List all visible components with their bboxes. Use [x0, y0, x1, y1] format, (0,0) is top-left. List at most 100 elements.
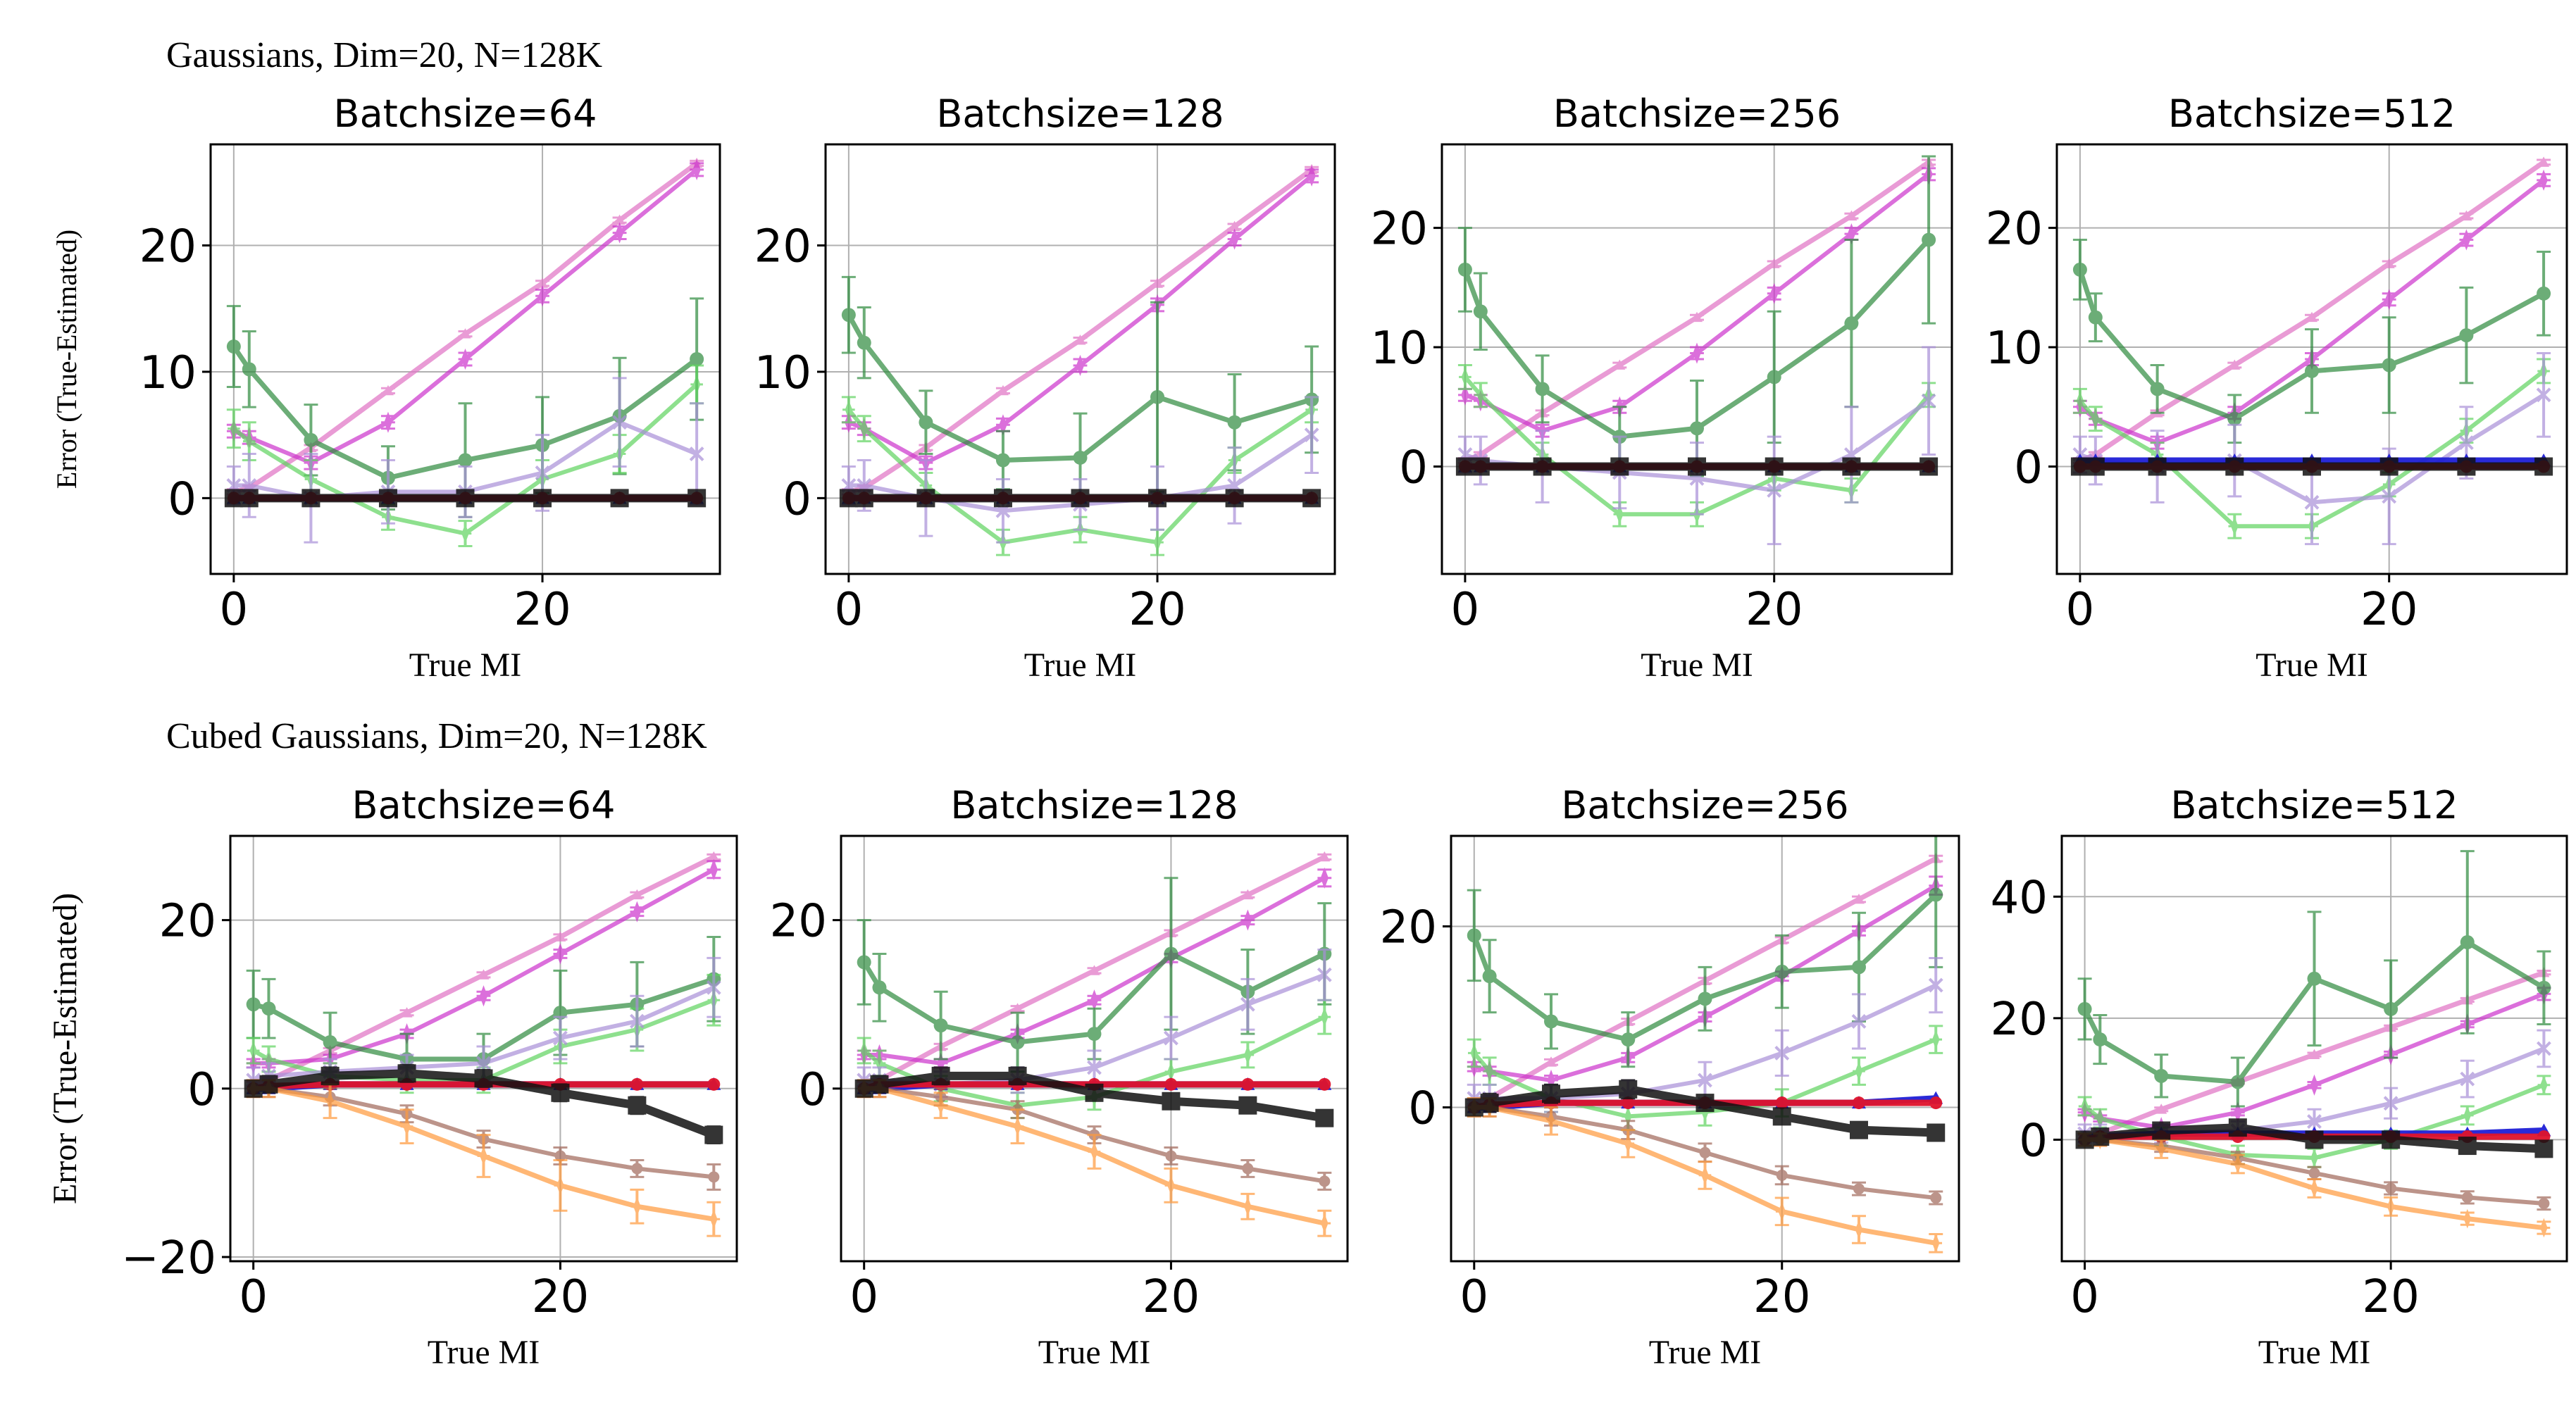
axes-frame	[1441, 143, 1953, 575]
data-point	[259, 1075, 278, 1094]
data-point	[1228, 220, 1240, 232]
data-point	[1165, 1150, 1177, 1162]
series-line	[2078, 369, 2545, 529]
data-point	[228, 418, 240, 439]
data-point	[1012, 1003, 1023, 1013]
data-point	[2093, 1032, 2108, 1047]
data-point	[242, 362, 256, 377]
data-point	[2228, 1118, 2247, 1137]
series-line	[233, 161, 699, 494]
data-point	[1695, 1094, 1715, 1113]
data-point	[458, 453, 473, 468]
data-point	[1929, 1233, 1943, 1253]
series-black	[839, 489, 1321, 508]
data-point	[2379, 457, 2398, 476]
data-point	[1074, 334, 1086, 345]
data-point	[2538, 156, 2550, 167]
series-line	[2084, 1137, 2544, 1231]
x-tick-label: 0	[835, 584, 864, 636]
data-point	[1088, 965, 1100, 975]
data-point	[614, 214, 626, 225]
data-point	[2305, 1130, 2324, 1149]
data-point	[1241, 1196, 1255, 1217]
series-black	[2075, 1118, 2553, 1158]
data-point	[995, 453, 1010, 468]
axes-frame	[840, 834, 1349, 1263]
data-point	[1073, 450, 1088, 465]
data-point	[1929, 1030, 1943, 1050]
data-point	[1613, 504, 1626, 525]
series-line	[862, 1015, 1326, 1108]
data-point	[321, 1066, 340, 1085]
data-point	[689, 446, 704, 461]
y-tick-label: 0	[798, 1064, 827, 1116]
data-point	[1698, 1165, 1712, 1185]
data-point	[1240, 909, 1255, 931]
data-point	[1010, 1035, 1025, 1050]
data-point	[628, 1096, 647, 1115]
y-tick-label: 0	[783, 473, 811, 525]
y-tick-label: 0	[1408, 1083, 1437, 1135]
data-point	[854, 489, 873, 508]
data-point	[1085, 1083, 1104, 1102]
data-point	[2459, 328, 2474, 343]
data-point	[857, 335, 871, 350]
data-point	[1242, 1163, 1254, 1175]
data-point	[458, 348, 473, 370]
data-point	[2538, 1198, 2550, 1210]
data-point	[1844, 316, 1859, 331]
data-point	[857, 418, 871, 439]
series-line	[1462, 238, 1931, 439]
y-tick-label: −20	[121, 1232, 216, 1284]
row-title-gaussians: Gaussians, Dim=20, N=128K	[166, 35, 603, 75]
axes-frame	[2055, 143, 2568, 575]
data-point	[1698, 992, 1712, 1006]
data-point	[630, 1077, 644, 1091]
y-tick-label: 20	[1371, 204, 1428, 256]
series-line	[2084, 970, 2545, 1139]
series-line	[846, 313, 1313, 463]
data-point	[2308, 1148, 2321, 1168]
data-point	[2308, 1178, 2321, 1199]
x-tick-label: 20	[1746, 584, 1803, 636]
data-point	[1767, 282, 1781, 304]
data-point	[1087, 1027, 1102, 1042]
data-point	[610, 489, 629, 508]
data-point	[1775, 1201, 1788, 1222]
data-point	[2385, 1182, 2397, 1194]
data-point	[2308, 1049, 2320, 1060]
data-point	[2459, 229, 2474, 251]
series-black	[854, 1066, 1334, 1127]
data-point	[1922, 232, 1936, 247]
y-tick-label: 20	[139, 221, 197, 273]
series-black	[2070, 457, 2553, 476]
x-axis-label: True MI	[1649, 1334, 1762, 1371]
y-tick-label: 0	[2019, 1115, 2048, 1167]
data-point	[1150, 389, 1165, 404]
data-point	[242, 431, 256, 451]
series-line	[233, 420, 698, 501]
data-point	[1087, 989, 1102, 1011]
data-point	[1317, 867, 1332, 889]
data-point	[2534, 1139, 2553, 1158]
data-point	[1227, 415, 1242, 430]
data-point	[2384, 1001, 2398, 1016]
data-point	[857, 1041, 871, 1061]
data-point	[553, 1030, 568, 1046]
data-point	[629, 1013, 645, 1029]
data-point	[690, 375, 703, 394]
data-point	[1152, 277, 1164, 288]
data-point	[919, 415, 933, 430]
data-point	[478, 969, 490, 980]
data-point	[323, 1091, 337, 1111]
data-point	[1533, 457, 1552, 476]
data-point	[1164, 1175, 1178, 1196]
series-line	[1473, 1084, 1936, 1137]
series-line	[2077, 268, 2545, 422]
data-point	[2460, 1208, 2474, 1229]
x-axis-label: True MI	[1024, 646, 1137, 684]
chart-title: Batchsize=64	[334, 92, 597, 136]
series-line	[252, 977, 715, 1062]
series-dark-green	[841, 275, 1319, 504]
